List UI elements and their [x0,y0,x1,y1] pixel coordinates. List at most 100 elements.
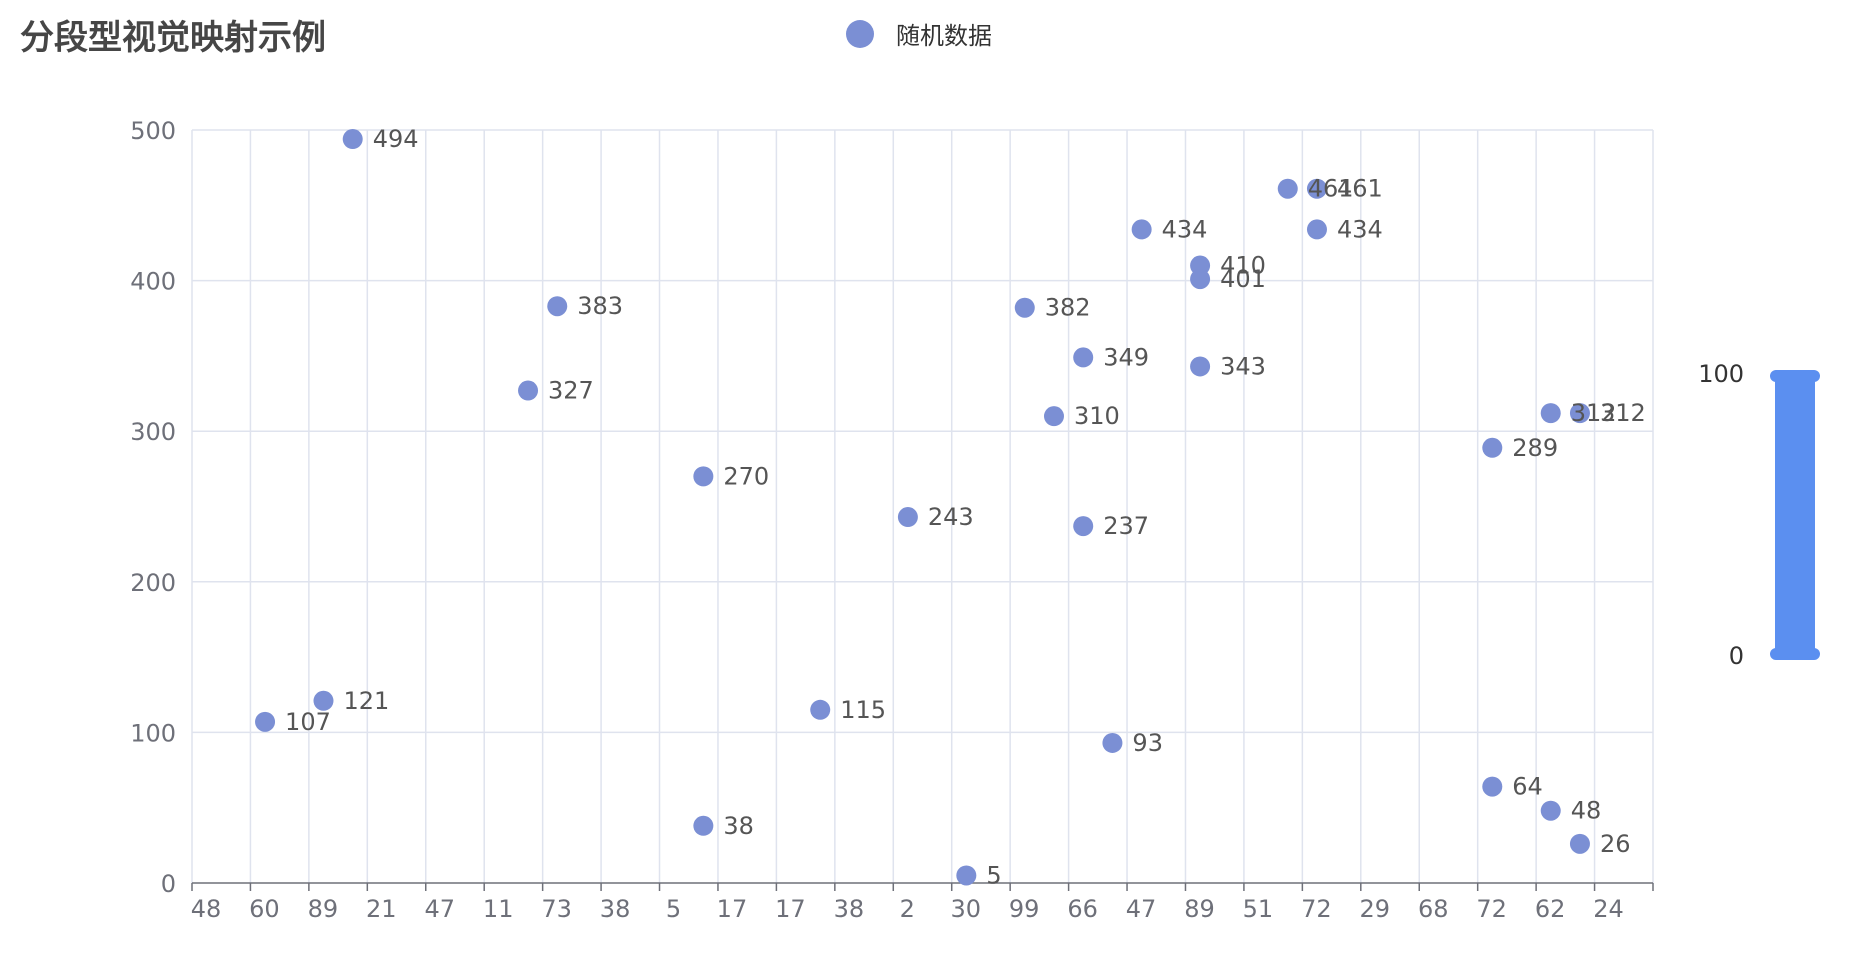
data-point [1073,516,1094,537]
y-tick-label: 100 [130,719,176,747]
x-tick-label: 2 [900,895,915,923]
data-point [956,865,977,886]
data-point [1569,403,1590,424]
data-label: 343 [1220,352,1266,380]
data-label: 64 [1512,773,1543,801]
visual-map-bar [1775,380,1815,650]
data-label: 243 [928,503,974,531]
x-tick-label: 89 [1184,895,1215,923]
chart-title: 分段型视觉映射示例 [20,18,326,58]
legend-label: 随机数据 [896,22,992,50]
grid [191,129,1654,883]
data-point [1190,356,1211,377]
legend-marker-icon [846,19,874,48]
x-tick-label: 72 [1301,895,1332,923]
data-point [547,296,568,317]
visual-map[interactable]: 100 0 [1698,360,1820,670]
data-label: 312 [1600,399,1646,427]
y-tick-label: 400 [130,268,176,296]
data-label: 461 [1337,175,1383,203]
data-label: 115 [840,696,886,724]
x-tick-label: 72 [1476,895,1507,923]
data-label: 237 [1103,512,1149,540]
y-tick-label: 300 [130,418,176,446]
data-point [1306,178,1327,199]
x-tick-label: 66 [1067,895,1098,923]
data-point [693,466,714,487]
data-label: 382 [1045,294,1091,322]
x-tick-label: 48 [191,895,222,923]
data-point [1073,347,1094,368]
data-labels: 107 121 494 327 383 270 38 115 243 5 382 310 349 237 9… [285,125,1646,889]
data-label: 349 [1103,343,1149,371]
x-tick-label: 17 [717,895,748,923]
data-label: 310 [1074,402,1120,430]
data-label: 312 [1571,399,1617,427]
x-tick-label: 51 [1243,895,1274,923]
data-label: 434 [1337,215,1383,243]
data-point [1190,269,1211,290]
data-label: 5 [986,861,1001,889]
visual-map-top-handle [1770,370,1820,382]
data-point [1043,406,1064,427]
data-label: 107 [285,708,331,736]
x-tick-label: 68 [1418,895,1449,923]
data-point [1306,219,1327,240]
x-tick-label: 47 [1126,895,1157,923]
data-point [693,815,714,836]
data-point [897,507,918,528]
data-point [1014,297,1035,318]
data-label: 93 [1132,729,1163,757]
data-point [255,711,276,732]
x-tick-label: 62 [1535,895,1566,923]
data-point [1482,437,1503,458]
x-tick-label: 99 [1009,895,1040,923]
data-label: 401 [1220,265,1266,293]
data-point [810,699,831,720]
data-label: 494 [373,125,419,153]
data-label: 26 [1600,830,1631,858]
data-point [342,129,363,150]
data-label: 289 [1512,434,1558,462]
visual-map-min-label: 0 [1729,642,1744,670]
data-label: 48 [1571,797,1602,825]
x-tick-label: 11 [483,895,514,923]
data-point [518,380,539,401]
data-point [1540,403,1561,424]
data-point [1569,833,1590,854]
data-label: 383 [577,292,623,320]
data-label: 327 [548,377,594,405]
data-label: 410 [1220,252,1266,280]
data-point [1540,800,1561,821]
x-tick-label: 5 [666,895,681,923]
x-tick-label: 30 [950,895,981,923]
y-tick-label: 500 [130,117,176,145]
data-label: 38 [723,812,754,840]
x-tick-label: 21 [366,895,397,923]
y-tick-label: 0 [161,870,176,898]
visual-map-max-label: 100 [1698,360,1744,388]
data-label: 270 [723,462,769,490]
x-tick-label: 24 [1593,895,1624,923]
data-label: 461 [1308,175,1354,203]
data-point [1482,776,1503,797]
data-points[interactable] [255,129,1590,886]
x-tick-label: 38 [600,895,631,923]
data-label: 121 [343,687,389,715]
data-point [1277,178,1298,199]
visual-map-bottom-handle [1770,648,1820,660]
data-label: 434 [1162,215,1208,243]
legend[interactable]: 随机数据 [846,16,992,51]
x-tick-label: 60 [249,895,280,923]
x-tick-label: 29 [1360,895,1391,923]
x-tick-label: 38 [834,895,865,923]
y-tick-label: 200 [130,569,176,597]
data-point [313,690,334,711]
x-tick-label: 73 [541,895,572,923]
x-tick-label: 47 [424,895,455,923]
data-point [1102,732,1123,753]
x-tick-label: 89 [308,895,339,923]
x-tick-label: 17 [775,895,806,923]
